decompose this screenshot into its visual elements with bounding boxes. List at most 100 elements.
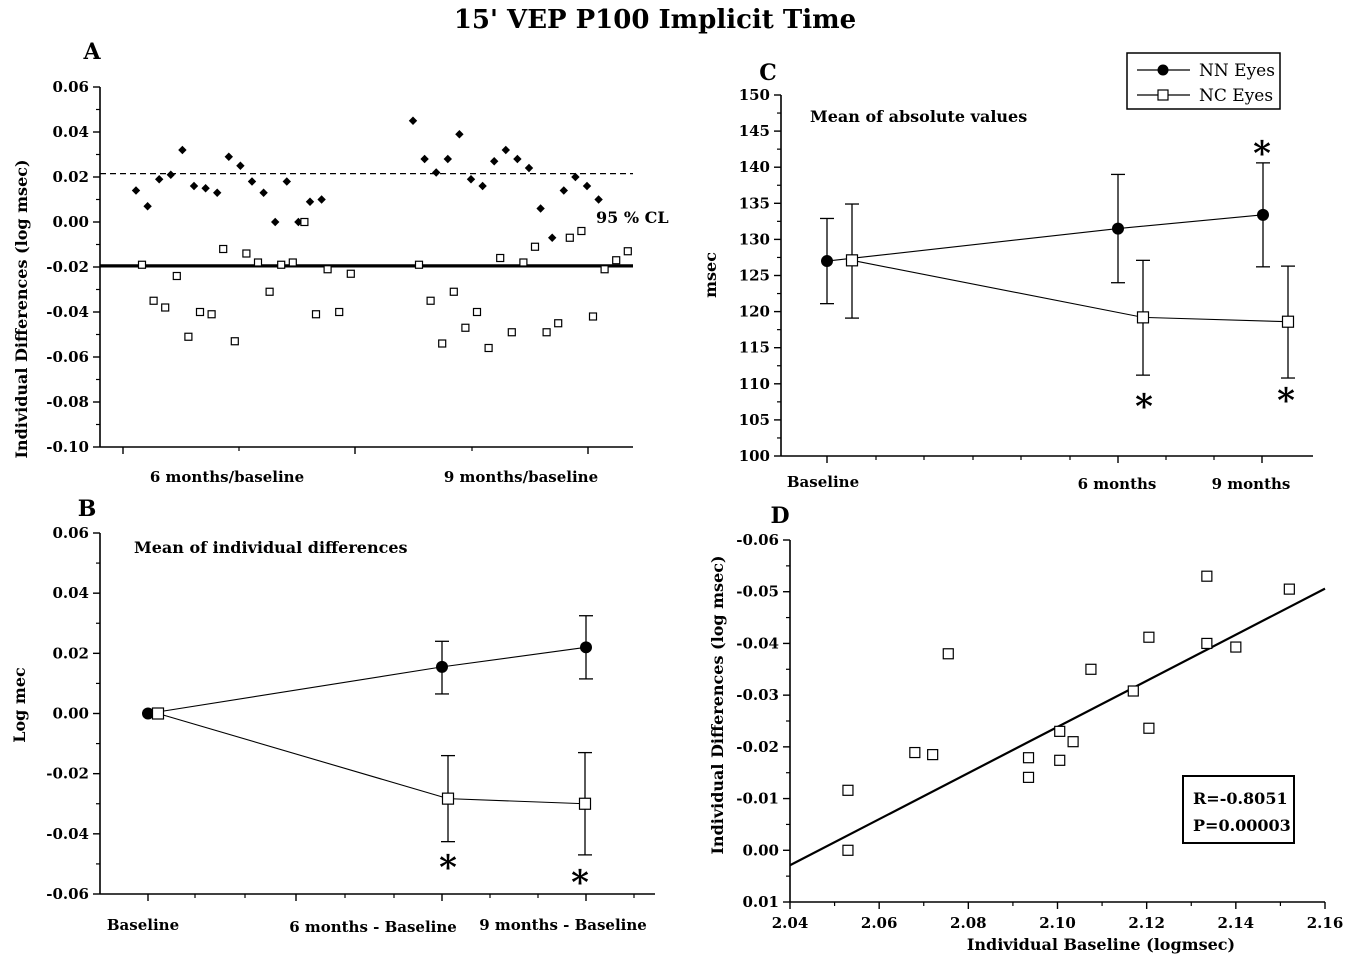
panel-a-nc-point (207, 310, 216, 319)
panel-c-nc-point (1281, 315, 1295, 328)
panel-d-ytick-label: -0.02 (736, 738, 779, 756)
panel-b-subtitle: Mean of individual differences (134, 538, 408, 557)
panel-a-nn-point (582, 181, 592, 191)
panel-a-ylabel: Individual Differences (log msec) (12, 159, 31, 458)
panel-b-label: B (78, 496, 97, 522)
panel-d-ytick-label: -0.01 (736, 790, 779, 808)
legend-nn-marker (1157, 64, 1169, 76)
panel-a-nc-point (496, 253, 505, 263)
panel-d-point (842, 844, 854, 856)
panel-b-nn-point (580, 641, 592, 654)
panel-a-nc-point (161, 303, 170, 312)
panel-a-nn-point (594, 195, 603, 204)
panel-a-label: A (82, 39, 101, 65)
panel-d-point (1230, 641, 1242, 653)
panel-a-nn-point (536, 204, 545, 213)
panel-b-nc-point (151, 707, 165, 720)
panel-a-nc-point (253, 258, 263, 267)
panel-a-nc-point (335, 307, 344, 317)
stats-box (1182, 775, 1295, 844)
panel-a-nn-point (524, 163, 534, 173)
panel-b-nn-point (142, 707, 154, 720)
panel-b-ytick-label: -0.02 (46, 765, 89, 783)
panel-c-xtick-label: 6 months (1078, 475, 1157, 493)
panel-c-nn-point (821, 255, 833, 268)
stats-r-value: R=-0.8051 (1193, 789, 1288, 808)
panel-a-nc-point (461, 323, 470, 332)
panel-a-nn-point (178, 145, 187, 155)
panel-a-nc-point (323, 265, 332, 274)
panel-d-xtick-label: 2.04 (772, 914, 809, 932)
panel-a-nc-point (577, 226, 586, 236)
panel-d-xtick-label: 2.08 (950, 914, 987, 932)
panel-d-point (1201, 637, 1213, 650)
panel-a-nc-point (219, 244, 228, 254)
panel-a-nc-point (612, 256, 621, 265)
panel-c-nn-point (1112, 222, 1124, 235)
panel-a-nn-point (131, 186, 141, 195)
panel-c-xtick-label: Baseline (787, 473, 859, 491)
panel-a-nn-point (317, 195, 326, 204)
panel-a-ytick-label: -0.04 (46, 303, 89, 321)
panel-a-nc-point (426, 296, 435, 305)
panel-a-nc-point (554, 319, 563, 328)
panel-a-nn-point (259, 188, 268, 197)
panel-a-nn-point (408, 116, 418, 125)
panel-d-xtick-label: 2.14 (1218, 914, 1255, 932)
panel-a-nn-point (224, 152, 233, 161)
panel-a-nc-point (472, 307, 482, 317)
panel-a-nn-point (571, 172, 580, 182)
legend-box (1126, 52, 1281, 110)
panel-a-ytick-label: 0.00 (52, 213, 89, 231)
figure-title: 15' VEP P100 Implicit Time (454, 5, 856, 35)
panel-a-nc-point (519, 258, 528, 267)
panel-c-nn-line (826, 214, 1264, 262)
panel-a-nc-point (195, 307, 205, 317)
panel-a-nn-point (247, 177, 257, 186)
panel-d-xtick-label: 2.16 (1307, 914, 1344, 932)
panel-c-ylabel: msec (701, 252, 720, 298)
panel-a-nn-point (166, 170, 175, 179)
panel-d-ytick-label: 0.01 (742, 893, 779, 911)
panel-d-ylabel: Individual Differences (log msec) (708, 555, 727, 854)
panel-a-nn-point (143, 202, 152, 211)
panel-b-ytick-label: -0.04 (46, 825, 89, 843)
panel-d-point (927, 749, 939, 761)
panel-b-nc-point (441, 792, 455, 805)
panel-a-nn-point (466, 175, 476, 184)
panel-a-nc-point (542, 328, 551, 337)
panel-b-significance-star: * (571, 863, 589, 903)
panel-a-nn-point (201, 184, 210, 193)
panel-a-nn-point (432, 168, 441, 177)
panel-a-nc-point (438, 339, 447, 348)
panel-d-point (1022, 752, 1035, 764)
legend-nn-label: NN Eyes (1199, 61, 1275, 81)
panel-d-point (1067, 736, 1079, 748)
panel-d: Individual Differences (log msec) Indivi… (708, 555, 1235, 954)
panel-a-nn-point (305, 197, 315, 206)
panel-a-nn-point (490, 157, 499, 166)
panel-a-nc-point (346, 269, 355, 278)
panel-c-ytick-label: 105 (739, 411, 770, 429)
panel-d-point (1085, 663, 1097, 675)
panel-a-nn-point (443, 154, 452, 164)
panel-a-nc-point (230, 337, 239, 346)
panel-b-nn-point (436, 660, 448, 673)
panel-a-nn-point (189, 181, 199, 191)
panel-c-ytick-label: 140 (739, 158, 770, 176)
panel-b-nn-line (147, 646, 587, 715)
panel-b-nc-point (578, 797, 592, 810)
panel-a-ytick-label: -0.02 (46, 258, 89, 276)
panel-d-ytick-label: -0.04 (736, 634, 779, 652)
panel-a-cl-annotation: 95 % CL (596, 208, 669, 227)
panel-a-nn-point (548, 233, 557, 242)
panel-a-nc-point (288, 258, 297, 267)
panel-a-nc-point (277, 260, 286, 269)
panel-c-ytick-label: 130 (739, 230, 770, 248)
panel-a-nn-point (420, 154, 429, 164)
panel-a-ytick-label: -0.06 (46, 348, 89, 366)
panel-b-ytick-label: 0.04 (52, 584, 89, 602)
panel-a-nn-point (501, 145, 510, 155)
